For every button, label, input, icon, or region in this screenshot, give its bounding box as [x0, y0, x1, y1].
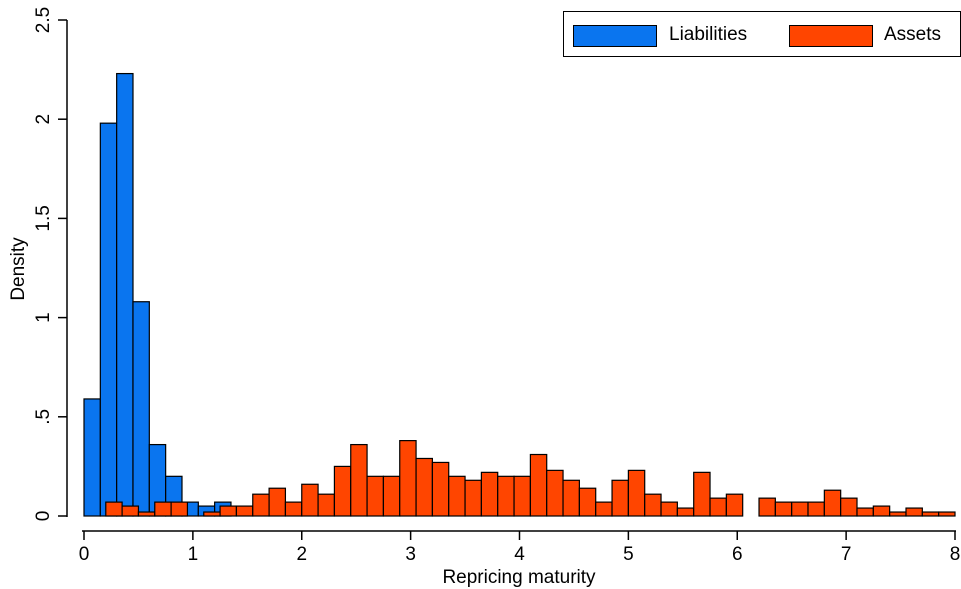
bar-assets-46 [889, 511, 907, 517]
bars-layer [83, 72, 956, 517]
bar-assets-15 [366, 475, 385, 517]
bar-assets-12 [317, 493, 336, 517]
bar-assets-7 [235, 505, 254, 517]
x-tick-label-7: 7 [841, 544, 852, 565]
bar-assets-48 [921, 511, 940, 517]
bar-assets-27 [562, 479, 580, 517]
y-tick-label-3: 1.5 [33, 205, 54, 231]
bar-assets-1 [121, 505, 140, 517]
bar-assets-35 [693, 471, 711, 517]
bar-assets-11 [301, 483, 319, 517]
bar-assets-24 [513, 475, 531, 517]
x-tick-label-3: 3 [405, 544, 416, 565]
bar-assets-25 [529, 453, 548, 517]
x-tick-label-4: 4 [514, 544, 525, 565]
x-tick-label-2: 2 [296, 544, 307, 565]
bar-assets-23 [497, 475, 515, 517]
bar-assets-31 [627, 469, 646, 517]
x-tick-label-5: 5 [623, 544, 634, 565]
bar-assets-39 [774, 501, 793, 517]
bar-assets-19 [431, 461, 450, 517]
bar-assets-47 [905, 507, 923, 517]
bar-assets-22 [480, 471, 499, 517]
bar-assets-45 [872, 505, 891, 517]
bar-assets-38 [758, 497, 776, 517]
bar-assets-44 [856, 507, 874, 517]
x-tick-label-6: 6 [732, 544, 743, 565]
legend-swatch-assets [789, 25, 873, 47]
bar-assets-37 [725, 493, 744, 517]
bar-assets-36 [709, 497, 727, 517]
y-axis-label: Density [8, 237, 29, 301]
y-ticks: 0 .5 1 1.5 2 2.5 [33, 7, 67, 522]
bar-assets-49 [938, 511, 956, 517]
bar-assets-17 [399, 440, 417, 517]
x-axis-label: Repricing maturity [442, 567, 596, 588]
bar-assets-42 [823, 489, 842, 517]
bar-assets-33 [660, 501, 678, 517]
bar-liabilities-0 [83, 398, 101, 517]
y-tick-label-5: 2.5 [33, 7, 54, 33]
bar-liabilities-3 [132, 301, 150, 517]
legend-swatch-liabilities [573, 25, 657, 47]
bar-assets-29 [595, 501, 613, 517]
bar-assets-21 [464, 479, 482, 517]
bar-assets-2 [137, 511, 156, 517]
y-tick-label-0: 0 [33, 511, 54, 522]
bar-liabilities-1 [99, 122, 118, 517]
axes-layer [66, 20, 956, 532]
bar-assets-32 [644, 493, 662, 517]
bar-assets-16 [382, 475, 401, 517]
bar-assets-0 [105, 501, 123, 517]
bar-assets-18 [415, 457, 434, 517]
legend-label-liabilities: Liabilities [669, 24, 748, 45]
bar-assets-9 [268, 487, 287, 517]
bar-assets-34 [676, 507, 695, 517]
bar-assets-8 [252, 493, 270, 517]
bar-assets-28 [578, 487, 597, 517]
bar-assets-43 [840, 497, 858, 517]
bar-assets-6 [219, 505, 238, 517]
bar-assets-40 [791, 501, 809, 517]
legend: Liabilities Assets [563, 11, 961, 57]
bar-assets-14 [350, 443, 368, 517]
x-ticks: 0 1 2 3 4 5 6 7 8 [79, 531, 961, 565]
bar-liabilities-2 [116, 72, 134, 517]
bar-assets-30 [611, 479, 629, 517]
x-tick-label-0: 0 [79, 544, 90, 565]
y-tick-label-2: 1 [33, 312, 54, 323]
x-tick-label-1: 1 [188, 544, 199, 565]
bar-assets-4 [170, 501, 189, 517]
x-tick-label-8: 8 [950, 544, 961, 565]
bar-assets-3 [154, 501, 172, 517]
bar-assets-5 [203, 511, 221, 517]
bar-assets-26 [546, 469, 564, 517]
bar-assets-13 [333, 465, 352, 517]
bar-assets-41 [807, 501, 825, 517]
y-tick-label-4: 2 [33, 114, 54, 125]
bar-assets-20 [448, 475, 466, 517]
bar-assets-10 [284, 501, 303, 517]
legend-label-assets: Assets [884, 24, 942, 45]
y-tick-label-1: .5 [33, 409, 54, 425]
